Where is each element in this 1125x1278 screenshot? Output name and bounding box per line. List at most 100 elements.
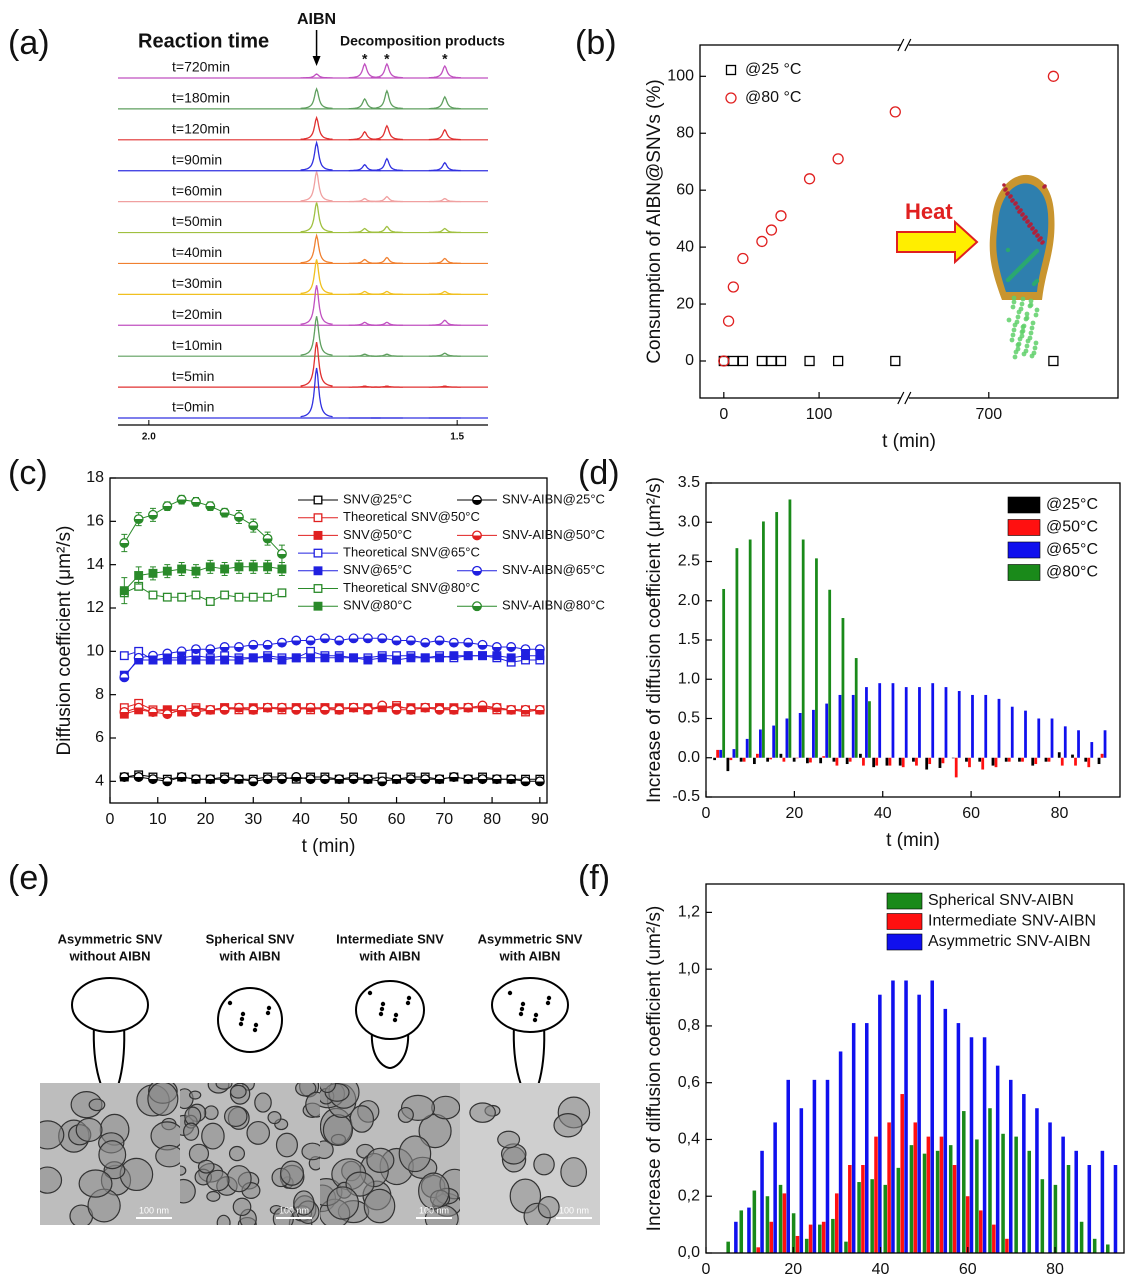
bulb-core [996,183,1049,292]
marker [191,590,201,600]
particle [1025,338,1031,344]
bar [904,687,908,758]
tem-image [180,1083,320,1225]
bar [988,1108,992,1253]
marker [434,635,445,646]
bar [1060,757,1064,766]
bar [917,994,921,1253]
particle [1029,325,1035,331]
particle [1024,311,1030,317]
bar [752,1190,757,1253]
particle [1030,227,1034,231]
marker [391,635,402,646]
marker [832,153,844,165]
tem-particle [147,1083,179,1116]
schematic-title: Asymmetric SNV [478,931,583,946]
bar [782,1193,787,1253]
bar [809,757,812,763]
x-tick-label: 0 [719,406,728,423]
particle [1033,340,1039,346]
bar [844,1241,848,1253]
bar [965,757,968,762]
bar [1008,1079,1013,1253]
legend-label: Asymmetric SNV-AIBN [928,933,1091,950]
particle [1032,231,1036,235]
x-tick-label: 80 [1046,1261,1064,1278]
peak [428,290,461,295]
particle [1012,322,1018,328]
tem-particle [203,1105,219,1121]
bar [848,1165,852,1253]
particle [1009,337,1015,343]
bar [865,1023,869,1253]
bar [861,1165,865,1253]
bar [984,694,988,758]
particle [1011,327,1017,333]
peak [300,341,333,387]
marker [349,653,359,663]
aibn-dot [519,1006,525,1012]
aibn-dot [406,995,412,1001]
peak-star: * [384,51,390,67]
marker [313,566,323,576]
bar [891,683,895,758]
tem-particle [206,1169,230,1192]
marker [220,590,230,600]
aibn-dot [546,995,552,1001]
x-axis-label: t (min) [882,431,936,452]
legend-swatch [1007,519,1041,536]
marker [756,235,768,248]
tem-particle [180,1178,196,1204]
bar [778,1184,783,1253]
bar [769,1221,774,1253]
peak [428,95,461,110]
peak [348,97,381,110]
aibn-dot [392,1017,398,1023]
marker [263,562,273,572]
legend-label: @80 °C [745,89,801,106]
marker [362,774,373,785]
bar [915,757,918,766]
tem-particle [326,1186,360,1220]
marker [472,601,482,612]
aibn-dot [265,1010,271,1016]
peak [300,171,333,202]
marker [448,704,459,715]
marker [234,702,244,713]
particle [1034,307,1040,313]
marker [220,564,230,574]
bar [818,1224,822,1253]
marker [191,496,201,507]
peak [370,256,403,264]
bar [773,1122,777,1253]
marker [133,702,144,713]
particle [1022,217,1026,221]
bar [822,756,826,758]
marker [534,776,545,787]
marker [319,633,330,644]
axis-break [904,38,912,52]
bar [729,757,733,761]
marker [737,252,749,265]
tem-particle [301,1142,320,1161]
peak [370,89,403,110]
marker [191,707,201,717]
marker [276,637,287,648]
tem-particle [320,1083,337,1094]
bar [891,980,895,1253]
particle [1003,188,1007,192]
x-tick-label: 80 [483,811,501,828]
y-tick-label: 1,0 [678,960,700,977]
marker [176,704,187,715]
marker [463,651,473,661]
bar [785,718,789,758]
bar [756,753,759,758]
bar [806,757,809,764]
marker [205,655,215,665]
tem-particle [78,1169,113,1198]
bar [1027,1150,1032,1253]
marker [248,520,259,531]
bar [825,1079,830,1253]
particle [1040,241,1044,245]
legend-label: @65°C [1046,541,1098,558]
